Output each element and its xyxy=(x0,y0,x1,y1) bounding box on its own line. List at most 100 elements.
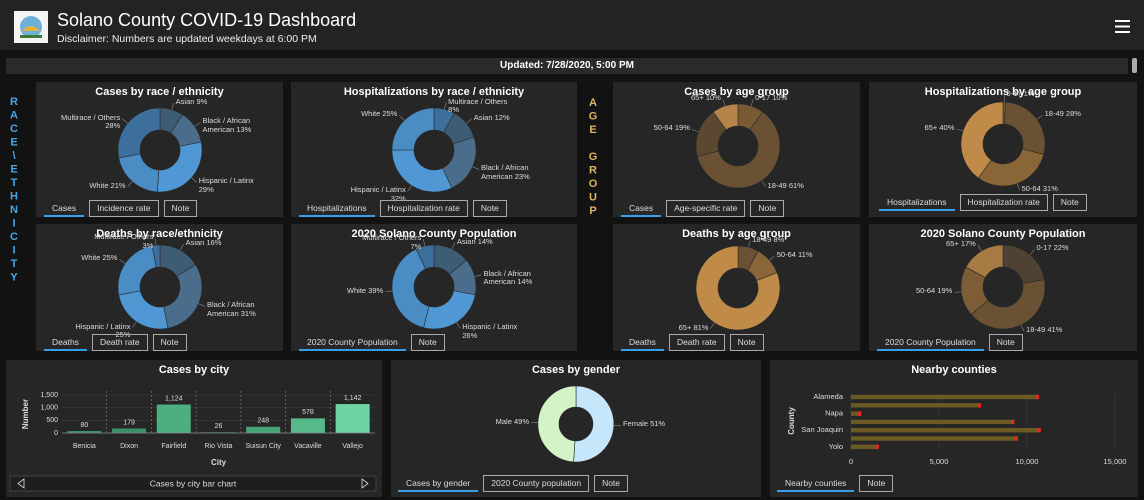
slice-label: Multirace / Others 3% xyxy=(81,232,154,250)
slice-value: 11% xyxy=(798,249,813,259)
tab[interactable]: Deaths xyxy=(44,334,87,351)
x-axis-label: City xyxy=(211,458,227,467)
y-tick-label: Yolo xyxy=(829,442,843,451)
y-tick-label: 0 xyxy=(54,430,58,437)
slice-value: 3% xyxy=(142,240,154,250)
leader-line xyxy=(769,255,775,261)
slice-category: Asian xyxy=(175,96,195,106)
tab[interactable]: Incidence rate xyxy=(89,200,159,217)
slice-category: White xyxy=(361,109,381,119)
slice-label: 18-49 61% xyxy=(767,180,840,191)
tab-bar: Hospitalizations Hospitalization rate Note xyxy=(299,200,507,217)
footer-label: Cases by city bar chart xyxy=(150,478,237,488)
panel-title: Hospitalizations by race / ethnicity xyxy=(343,86,525,98)
slice-label: Multirace / Others 8% xyxy=(448,97,520,115)
value-label: 26 xyxy=(215,423,223,430)
tab[interactable]: Note xyxy=(410,334,445,351)
menu-button[interactable] xyxy=(1115,20,1130,33)
bar-end-marker xyxy=(875,444,879,449)
tab[interactable]: Hospitalizations xyxy=(879,194,955,211)
slice-category: 50-64 xyxy=(653,123,673,133)
slice-label: Hispanic / Latinx 26% xyxy=(462,323,534,340)
tab[interactable]: Cases xyxy=(621,200,662,217)
tab[interactable]: Note xyxy=(163,200,198,217)
tab[interactable]: Hospitalization rate xyxy=(959,194,1048,211)
tab[interactable]: Note xyxy=(472,200,507,217)
tab[interactable]: Note xyxy=(594,475,629,492)
slice-label: Male 49% xyxy=(457,417,529,427)
tab[interactable]: Age-specific rate xyxy=(666,200,746,217)
x-tick-label: Vacaville xyxy=(294,443,322,450)
y-tick-label: Alameda xyxy=(813,392,843,401)
slice-label: 0-17 22% xyxy=(1036,244,1108,253)
leader-line xyxy=(956,128,964,132)
slice-label: Black / African American 14% xyxy=(483,268,555,287)
donut-slice xyxy=(391,248,430,329)
tab[interactable]: Deaths xyxy=(621,334,664,351)
tab[interactable]: Death rate xyxy=(91,334,148,351)
slice-label: Multirace / Others 7% xyxy=(349,233,422,251)
tab[interactable]: Note xyxy=(988,334,1023,351)
tab-bar: Deaths Death rate Note xyxy=(621,334,764,351)
header: Solano County COVID-19 Dashboard Disclai… xyxy=(0,0,1144,50)
tab[interactable]: Hospitalizations xyxy=(299,200,375,217)
slice-category: Multirace / Others xyxy=(61,112,121,122)
slice-value: 19% xyxy=(937,286,953,296)
slice-category: 18-49 xyxy=(767,180,787,190)
donut-slice xyxy=(151,244,161,268)
bar-end-marker xyxy=(977,403,981,408)
slice-category: Asian xyxy=(473,112,493,122)
slice-category: 65+ xyxy=(678,322,692,332)
slice-category: 18-49 xyxy=(752,234,772,244)
slice-label: 0-17 10% xyxy=(755,94,827,103)
slice-category: Multirace / Others xyxy=(362,233,422,243)
leader-line xyxy=(198,303,206,307)
slice-value: 25% xyxy=(102,253,118,263)
bar xyxy=(851,411,860,416)
leader-line xyxy=(127,181,133,187)
x-tick-label: Benicia xyxy=(73,443,96,450)
tab[interactable]: Hospitalization rate xyxy=(379,200,468,217)
slice-value: 28% xyxy=(105,121,121,131)
slice-category: 0-17 xyxy=(755,93,771,103)
tab[interactable]: Note xyxy=(1052,194,1087,211)
tab[interactable]: Note xyxy=(152,334,187,351)
x-tick-label: Suisun City xyxy=(246,443,282,450)
slice-category: Hispanic / Latinx xyxy=(75,321,131,331)
slice-category: White xyxy=(89,180,109,190)
y-tick-label: 500 xyxy=(46,417,58,424)
slice-category: Black / African American xyxy=(202,116,251,134)
tab[interactable]: Cases xyxy=(44,200,85,217)
slice-value: 9% xyxy=(196,96,208,106)
tab[interactable]: Nearby counties xyxy=(777,475,855,492)
tab-bar: Cases Age-specific rate Note xyxy=(621,200,785,217)
donut-slice xyxy=(712,103,739,131)
slice-label: 18-49 28% xyxy=(1045,109,1117,119)
disclaimer: Disclaimer: Numbers are updated weekdays… xyxy=(57,33,317,45)
tab[interactable]: Note xyxy=(859,475,894,492)
tab[interactable]: Cases by gender xyxy=(398,475,479,492)
tab[interactable]: Death rate xyxy=(668,334,725,351)
tab[interactable]: Note xyxy=(750,200,785,217)
y-tick-label: 1,000 xyxy=(40,405,58,412)
slice-value: 17% xyxy=(960,238,976,248)
leader-line xyxy=(1036,114,1043,120)
leader-line xyxy=(748,240,751,248)
tab[interactable]: 2020 County Population xyxy=(877,334,984,351)
slice-category: Hispanic / Latinx xyxy=(462,322,518,332)
tab[interactable]: 2020 County Population xyxy=(299,334,406,351)
bar-end-marker xyxy=(857,411,862,416)
tab[interactable]: Note xyxy=(729,334,764,351)
scrollbar[interactable] xyxy=(1132,58,1137,73)
bar xyxy=(290,418,325,433)
tab[interactable]: 2020 County population xyxy=(483,475,590,492)
y-tick-label: San Joaquin xyxy=(801,425,843,434)
slice-label: 65+ 17% xyxy=(904,238,976,249)
slice-value: 31% xyxy=(240,308,256,318)
side-label: AGE GROUP xyxy=(587,97,599,219)
slice-label: 50-64 31% xyxy=(1022,184,1094,194)
footer-bar xyxy=(9,475,377,492)
slice-label: Asian 9% xyxy=(175,96,248,107)
slice-category: Black / African American xyxy=(483,268,531,287)
